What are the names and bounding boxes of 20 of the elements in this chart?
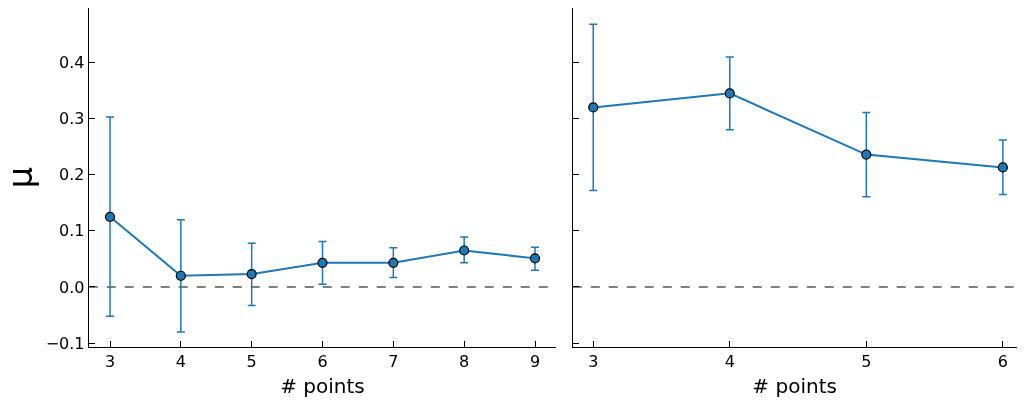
y-tick-label: 0.3: [59, 109, 85, 129]
x-tick-label: 3: [104, 352, 116, 372]
x-tick-label: 5: [861, 352, 872, 372]
x-tick-label: 4: [724, 352, 735, 372]
x-axis-title: # points: [280, 373, 365, 398]
x-tick-label: 3: [588, 352, 599, 372]
y-tick-label: 0.1: [59, 221, 85, 241]
x-axis-title: # points: [752, 373, 837, 398]
x-tick-label: 5: [246, 352, 257, 372]
x-tick-label: 8: [459, 352, 470, 372]
x-tick-label: 4: [175, 352, 186, 372]
x-tick-label: 6: [997, 352, 1008, 372]
x-tick-label: 9: [529, 352, 541, 372]
y-tick-label: 0.2: [59, 165, 85, 185]
y-tick-label: −0.1: [45, 333, 85, 353]
y-axis-title: μ: [0, 166, 40, 189]
y-tick-label: 0.0: [59, 277, 85, 297]
x-tick-label: 7: [388, 352, 399, 372]
y-tick-label: 0.4: [59, 53, 85, 73]
x-tick-label: 6: [317, 352, 328, 372]
